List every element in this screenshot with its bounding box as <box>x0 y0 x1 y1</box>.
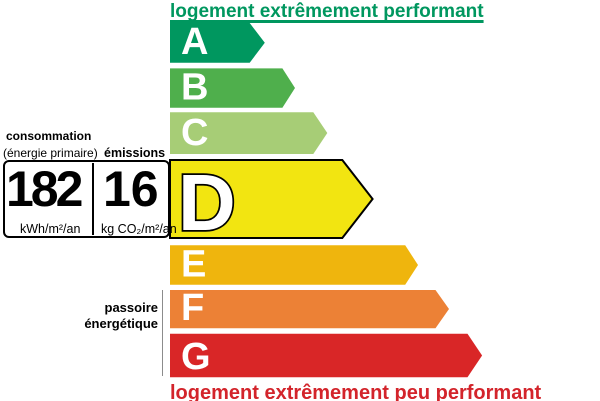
svg-text:C: C <box>181 112 208 154</box>
svg-text:F: F <box>181 287 204 329</box>
svg-text:B: B <box>181 67 208 109</box>
svg-text:E: E <box>181 244 206 286</box>
svg-text:D: D <box>178 158 236 247</box>
svg-text:A: A <box>181 21 208 63</box>
svg-text:G: G <box>181 336 211 378</box>
